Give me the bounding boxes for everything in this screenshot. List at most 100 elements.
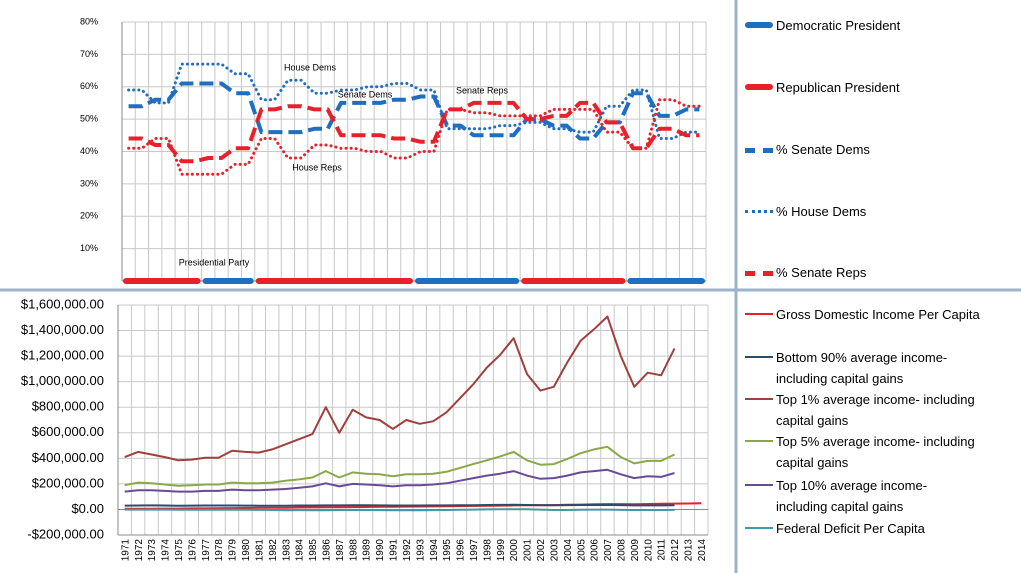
y-tick-label: -$200,000.00 [27, 526, 104, 541]
x-tick-label: 2001 [523, 539, 534, 562]
y-tick-label: 20% [80, 211, 98, 221]
legend-label: Republican President [776, 80, 900, 95]
x-tick-label: 2012 [670, 539, 681, 562]
legend-swatch [745, 356, 773, 358]
annotation: Senate Reps [456, 85, 509, 95]
x-tick-label: 1997 [469, 539, 480, 562]
x-tick-label: 1971 [120, 539, 131, 562]
x-tick-label: 1980 [241, 539, 252, 562]
legend-swatch [745, 398, 773, 400]
x-tick-label: 1995 [442, 539, 453, 562]
x-tick-label: 1975 [174, 539, 185, 562]
x-tick-label: 1994 [429, 539, 440, 562]
x-tick-label: 1973 [147, 539, 158, 562]
x-tick-label: 2003 [549, 539, 560, 562]
legend-swatch [745, 271, 773, 276]
x-tick-label: 1992 [402, 539, 413, 562]
x-tick-label: 2011 [657, 539, 668, 561]
x-tick-label: 2005 [576, 539, 587, 562]
legend-swatch [745, 313, 773, 315]
y-tick-label: $400,000.00 [32, 450, 104, 465]
x-tick-label: 2010 [643, 539, 654, 562]
legend-swatch [745, 84, 773, 90]
x-tick-label: 1996 [456, 539, 467, 562]
x-tick-label: 1999 [496, 539, 507, 562]
x-tick-label: 1988 [348, 539, 359, 562]
x-tick-label: 1987 [335, 539, 346, 562]
legend-swatch [745, 527, 773, 529]
legend-label: % Senate Reps [776, 265, 867, 280]
x-tick-label: 2004 [563, 539, 574, 562]
y-tick-label: 50% [80, 114, 98, 124]
y-tick-label: 80% [80, 16, 98, 26]
annotation: House Dems [284, 62, 337, 72]
x-tick-label: 2013 [684, 539, 695, 562]
legend-swatch [745, 440, 773, 442]
annotation: House Reps [292, 162, 342, 172]
y-tick-label: 30% [80, 178, 98, 188]
x-tick-label: 1979 [228, 539, 239, 562]
x-tick-label: 2002 [536, 539, 547, 562]
y-tick-label: $1,200,000.00 [21, 348, 104, 363]
series-line [128, 100, 700, 164]
series-line [127, 98, 701, 176]
x-tick-label: 1986 [321, 539, 332, 562]
series-line [128, 81, 700, 141]
legend-swatch [745, 210, 773, 213]
x-tick-label: 1976 [187, 539, 198, 562]
legend-label: Top 5% average income- including capital… [776, 434, 975, 470]
legend-label: Bottom 90% average income- including cap… [776, 350, 948, 386]
y-tick-label: 40% [80, 146, 98, 156]
legend-label: % House Dems [776, 204, 867, 219]
y-tick-label: 70% [80, 49, 98, 59]
series-line [124, 503, 675, 507]
y-tick-label: $1,000,000.00 [21, 373, 104, 388]
legend-label: Democratic President [776, 18, 901, 33]
y-tick-label: $800,000.00 [32, 399, 104, 414]
annotation: Presidential Party [179, 257, 250, 267]
x-tick-label: 1993 [415, 539, 426, 562]
x-tick-label: 1985 [308, 539, 319, 562]
x-tick-label: 1977 [201, 539, 212, 562]
x-tick-label: 1972 [134, 539, 145, 562]
y-tick-label: $200,000.00 [32, 475, 104, 490]
y-tick-label: 60% [80, 81, 98, 91]
legend-label: Federal Deficit Per Capita [776, 521, 925, 536]
y-tick-label: 10% [80, 243, 98, 253]
x-tick-label: 2007 [603, 539, 614, 562]
legend-label: Gross Domestic Income Per Capita [776, 307, 980, 322]
series-line [127, 62, 701, 140]
x-tick-label: 1978 [214, 539, 225, 562]
x-tick-label: 2014 [697, 539, 708, 562]
x-tick-label: 1983 [281, 539, 292, 562]
x-tick-label: 1982 [268, 539, 279, 562]
x-tick-label: 2006 [590, 539, 601, 562]
legend-label: % Senate Dems [776, 142, 870, 157]
legend-label: Top 1% average income- including capital… [776, 392, 975, 428]
x-tick-label: 2000 [509, 539, 520, 562]
x-tick-label: 1990 [375, 539, 386, 562]
x-tick-label: 2008 [616, 539, 627, 562]
legend-swatch [745, 22, 773, 28]
x-tick-label: 1984 [295, 539, 306, 562]
x-tick-label: 1981 [254, 539, 265, 562]
x-tick-label: 1974 [161, 539, 172, 562]
x-tick-label: 1989 [362, 539, 373, 562]
series-line [124, 468, 675, 493]
y-tick-label: $600,000.00 [32, 424, 104, 439]
y-tick-label: $1,600,000.00 [21, 296, 104, 311]
annotation: Senate Dems [338, 89, 393, 99]
x-tick-label: 2009 [630, 539, 641, 562]
y-tick-label: $1,400,000.00 [21, 322, 104, 337]
x-tick-label: 1998 [482, 539, 493, 562]
y-tick-label: $0.00 [71, 501, 104, 516]
series-line [124, 508, 675, 512]
legend-swatch [745, 484, 773, 486]
series-line [124, 315, 676, 462]
legend-swatch [745, 148, 773, 153]
series-line [124, 445, 675, 487]
legend-label: Top 10% average income- including capita… [776, 478, 928, 514]
x-tick-label: 1991 [389, 539, 400, 562]
